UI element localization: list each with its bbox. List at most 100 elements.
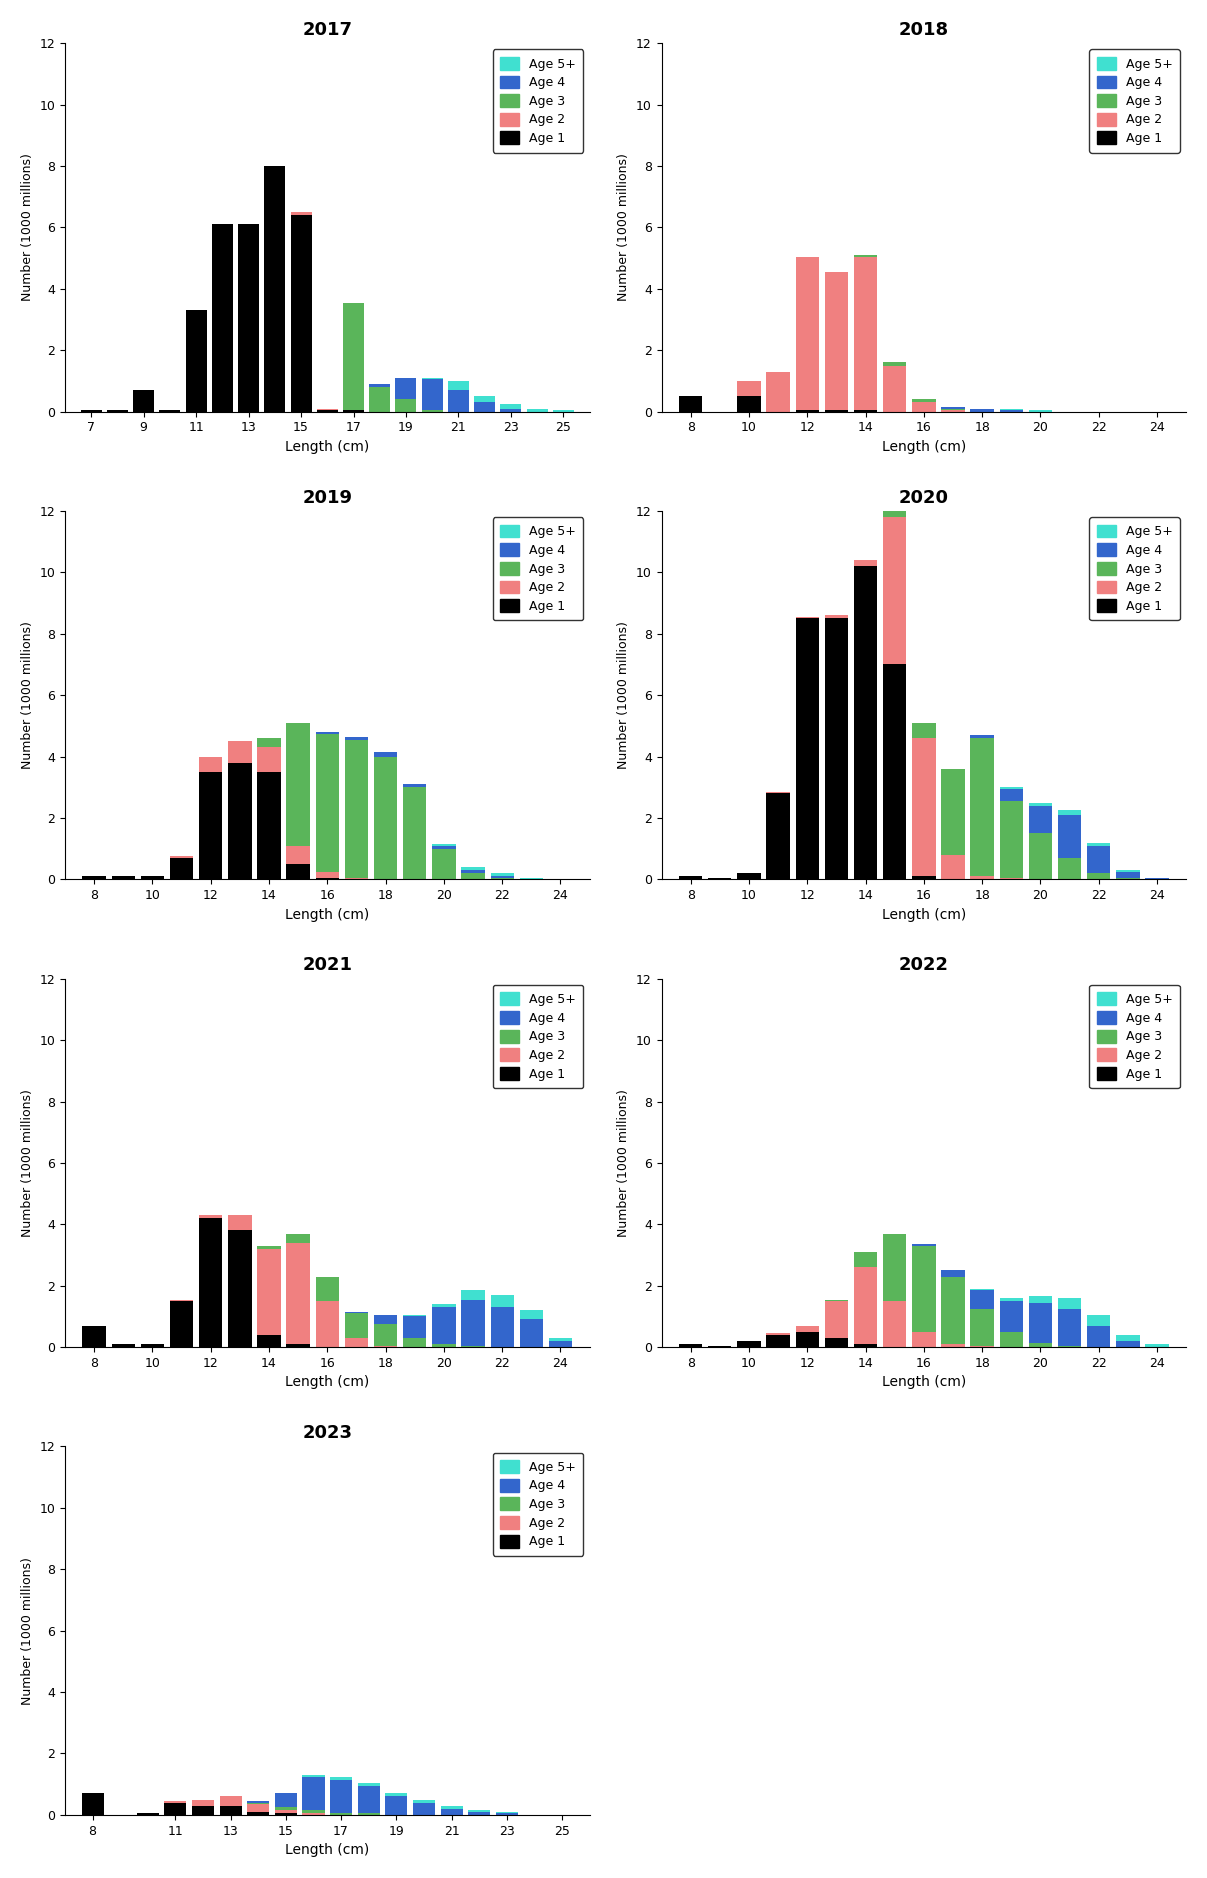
Bar [403, 1337, 426, 1347]
Bar [1116, 1341, 1139, 1347]
Bar [1057, 815, 1081, 858]
Bar [766, 1335, 789, 1347]
Bar [490, 1296, 514, 1307]
Bar [286, 864, 310, 879]
Bar [186, 310, 206, 411]
Bar [403, 785, 426, 787]
Bar [82, 1793, 104, 1814]
Bar [448, 391, 470, 411]
Bar [912, 1245, 935, 1332]
Legend: Age 5+, Age 4, Age 3, Age 2, Age 1: Age 5+, Age 4, Age 3, Age 2, Age 1 [1089, 49, 1180, 152]
Bar [884, 511, 906, 516]
Bar [264, 165, 285, 411]
Y-axis label: Number (1000 millions): Number (1000 millions) [21, 1089, 34, 1238]
Bar [941, 1345, 964, 1347]
Bar [385, 1797, 408, 1814]
Bar [795, 257, 818, 409]
Bar [228, 762, 251, 879]
Bar [247, 1805, 269, 1812]
Bar [461, 868, 485, 870]
Bar [316, 734, 339, 871]
Bar [432, 845, 455, 849]
Bar [286, 845, 310, 864]
Bar [141, 1345, 164, 1347]
Bar [941, 1277, 964, 1345]
Bar [343, 302, 365, 409]
Bar [853, 565, 877, 879]
Bar [1028, 1343, 1053, 1347]
Bar [737, 1341, 760, 1347]
Bar [1057, 809, 1081, 815]
Bar [1057, 858, 1081, 879]
Bar [257, 1335, 281, 1347]
Bar [257, 772, 281, 879]
Bar [330, 1780, 352, 1814]
Bar [396, 400, 416, 411]
Bar [884, 362, 906, 366]
Bar [1088, 843, 1110, 845]
X-axis label: Length (cm): Length (cm) [285, 1375, 369, 1390]
Bar [468, 1812, 490, 1814]
Bar [345, 736, 368, 740]
Bar [199, 772, 222, 879]
Bar [396, 377, 416, 400]
Legend: Age 5+, Age 4, Age 3, Age 2, Age 1: Age 5+, Age 4, Age 3, Age 2, Age 1 [492, 516, 583, 620]
Bar [291, 216, 311, 411]
Title: 2022: 2022 [899, 956, 949, 975]
Bar [82, 877, 106, 879]
Bar [501, 409, 521, 411]
Bar [526, 409, 548, 411]
Bar [999, 1301, 1024, 1332]
Bar [345, 740, 368, 877]
Bar [766, 793, 789, 879]
Bar [220, 1805, 241, 1814]
Bar [228, 1215, 251, 1230]
Bar [170, 1301, 193, 1347]
Bar [257, 1245, 281, 1249]
Bar [413, 1803, 435, 1814]
Bar [737, 381, 760, 396]
Bar [303, 1777, 325, 1810]
Bar [432, 849, 455, 879]
Bar [238, 223, 260, 411]
Bar [374, 1324, 397, 1347]
Y-axis label: Number (1000 millions): Number (1000 millions) [618, 622, 630, 770]
Bar [228, 1230, 251, 1347]
Bar [247, 1812, 269, 1814]
Bar [1028, 802, 1053, 806]
Bar [912, 723, 935, 738]
X-axis label: Length (cm): Length (cm) [285, 907, 369, 922]
Bar [357, 1782, 380, 1786]
Title: 2023: 2023 [302, 1424, 352, 1442]
Bar [1088, 845, 1110, 873]
Bar [192, 1805, 214, 1814]
Bar [111, 877, 135, 879]
Bar [884, 1301, 906, 1347]
Bar [1116, 871, 1139, 877]
Bar [941, 854, 964, 879]
Legend: Age 5+, Age 4, Age 3, Age 2, Age 1: Age 5+, Age 4, Age 3, Age 2, Age 1 [1089, 984, 1180, 1087]
Bar [1057, 1309, 1081, 1347]
Bar [970, 877, 993, 879]
Bar [1028, 806, 1053, 834]
Bar [441, 1809, 462, 1814]
Bar [853, 1253, 877, 1268]
Bar [795, 618, 818, 879]
Bar [275, 1793, 297, 1807]
Bar [520, 1311, 543, 1320]
Bar [549, 1341, 572, 1347]
Bar [970, 738, 993, 877]
Y-axis label: Number (1000 millions): Number (1000 millions) [21, 154, 34, 300]
Bar [461, 1290, 485, 1300]
Bar [374, 1315, 397, 1324]
Bar [680, 1345, 702, 1347]
Bar [369, 387, 390, 411]
Bar [999, 789, 1024, 802]
Bar [164, 1803, 186, 1814]
Bar [316, 871, 339, 877]
Bar [941, 1270, 964, 1277]
Bar [199, 1219, 222, 1347]
Title: 2021: 2021 [302, 956, 352, 975]
Bar [824, 1337, 849, 1347]
Bar [824, 616, 849, 618]
